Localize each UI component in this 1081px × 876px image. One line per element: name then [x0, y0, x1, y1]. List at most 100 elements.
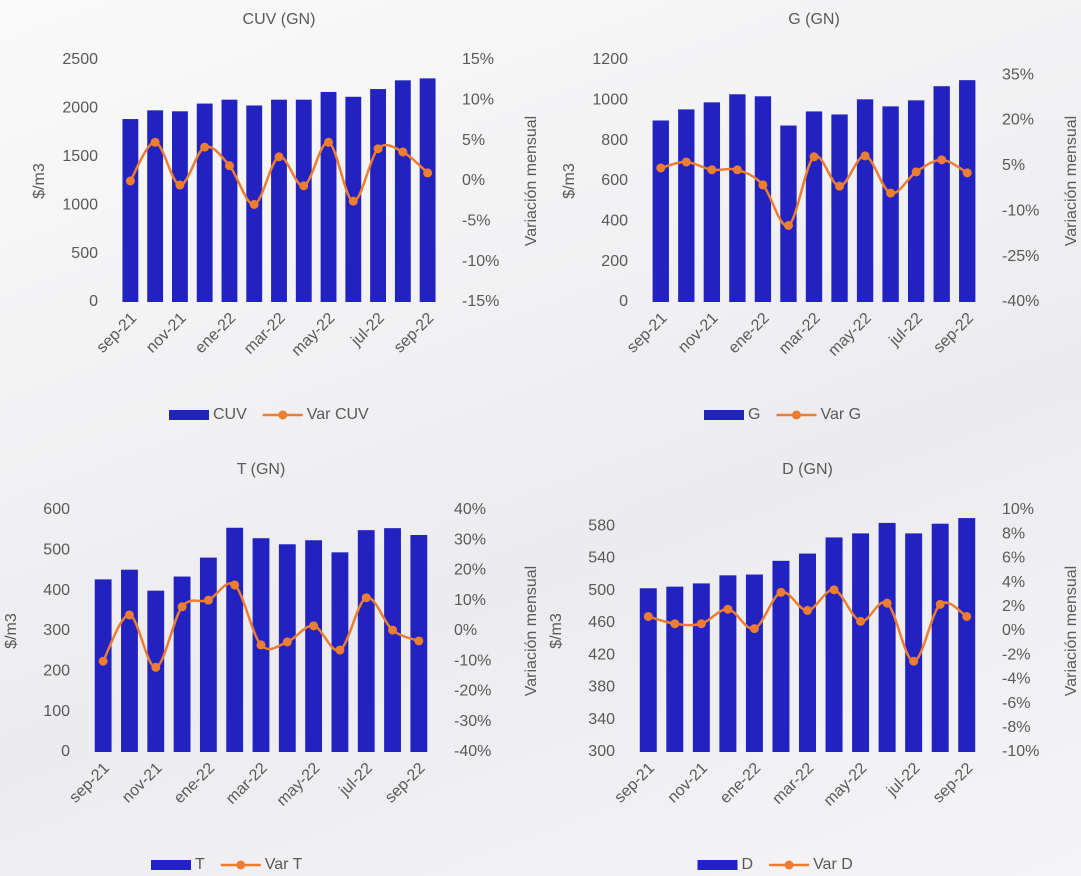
y2-tick-label: 0%	[454, 622, 477, 639]
line-marker	[249, 199, 259, 209]
legend-label: G	[748, 406, 760, 423]
x-tick-label: may-22	[825, 310, 875, 360]
x-tick-label: jul-22	[347, 310, 387, 350]
y2-tick-label: 0%	[462, 172, 485, 189]
line-marker	[361, 593, 371, 603]
bar	[226, 527, 244, 752]
y-tick-label: 1000	[592, 92, 628, 109]
line-marker	[151, 662, 161, 672]
line-marker	[224, 161, 234, 171]
y2-tick-label: -2%	[1002, 646, 1030, 663]
legend-swatch	[791, 410, 801, 420]
legend-label: Var T	[265, 856, 303, 873]
legend-label: D	[742, 856, 754, 873]
line-marker	[200, 142, 210, 152]
y-tick-label: 500	[43, 542, 70, 559]
y-tick-label: 2500	[62, 51, 98, 68]
x-tick-label: nov-21	[675, 310, 722, 357]
line-marker	[829, 585, 839, 595]
x-tick-label: sep-22	[382, 760, 429, 807]
y-tick-label: 2000	[62, 100, 98, 117]
bar	[196, 103, 213, 302]
legend-label: Var D	[813, 856, 853, 873]
line-marker	[937, 155, 947, 165]
legend-swatch	[169, 410, 209, 420]
line-marker	[150, 137, 160, 147]
line-marker	[856, 616, 866, 626]
y2-tick-label: -25%	[1002, 248, 1039, 265]
bar	[199, 557, 217, 752]
line-marker	[309, 621, 319, 631]
bar	[959, 80, 976, 303]
bar	[370, 89, 387, 302]
x-tick-label: ene-22	[725, 310, 772, 357]
bar	[652, 120, 669, 302]
bar	[295, 99, 312, 302]
line-marker	[749, 624, 759, 634]
y2-tick-label: 15%	[462, 51, 494, 68]
x-tick-label: sep-22	[930, 760, 977, 807]
y2-tick-label: -10%	[454, 652, 491, 669]
y-axis-title: $/m3	[548, 613, 565, 649]
bar	[271, 99, 287, 302]
y-tick-label: 460	[588, 614, 615, 631]
line-marker	[860, 151, 870, 161]
line-marker	[962, 168, 972, 178]
x-tick-label: sep-21	[611, 760, 658, 807]
y2-tick-label: 8%	[1002, 525, 1025, 542]
y-tick-label: 580	[588, 517, 615, 534]
line-marker	[696, 619, 706, 629]
line-marker	[414, 636, 424, 646]
line-marker	[125, 176, 135, 186]
bar	[852, 533, 870, 752]
chart-panel: D (GN) 300 340 380 420 460 500 540 580 -10% -8% -6%…	[548, 461, 1080, 873]
bar	[719, 575, 737, 752]
y-tick-label: 200	[601, 253, 628, 270]
line-marker	[98, 656, 108, 666]
y-tick-label: 1200	[592, 51, 628, 68]
x-tick-label: nov-21	[665, 760, 712, 807]
legend-swatch	[697, 860, 738, 870]
line-marker	[758, 180, 768, 190]
y-tick-label: 100	[43, 703, 70, 720]
y2-tick-label: 2%	[1002, 598, 1025, 615]
y2-tick-label: -40%	[1002, 293, 1039, 310]
y-tick-label: 500	[71, 245, 98, 262]
y2-tick-label: -10%	[462, 253, 499, 270]
bar	[122, 119, 139, 302]
bar	[958, 518, 976, 752]
chart-title: CUV (GN)	[243, 11, 316, 28]
y-tick-label: 1500	[62, 148, 98, 165]
y2-axis-title: Variación mensual	[1063, 116, 1080, 246]
chart-panel: CUV (GN) 0 500 1000 1500 2000 2500 -15% -10% -5% 0…	[31, 11, 540, 423]
legend-swatch	[704, 410, 744, 420]
bar	[745, 574, 763, 752]
legend-swatch	[236, 860, 246, 870]
line-marker	[230, 580, 240, 590]
x-tick-label: ene-22	[192, 310, 239, 357]
legend-label: Var G	[820, 406, 861, 423]
y2-axis-title: Variación mensual	[1063, 566, 1080, 696]
line-marker	[423, 168, 433, 178]
y-tick-label: 300	[43, 622, 70, 639]
bar	[825, 537, 843, 752]
line-marker	[670, 619, 680, 629]
y-tick-label: 1000	[62, 196, 98, 213]
bar	[173, 576, 191, 752]
bar	[772, 560, 790, 752]
x-tick-label: sep-22	[930, 310, 977, 357]
bar	[780, 125, 797, 303]
line-marker	[776, 587, 786, 597]
bar	[882, 106, 899, 302]
line-marker	[681, 157, 691, 167]
x-tick-label: mar-22	[241, 310, 289, 358]
bar	[799, 553, 816, 752]
y-tick-label: 540	[588, 550, 615, 567]
y2-tick-label: 30%	[454, 531, 486, 548]
bar	[394, 80, 411, 302]
line-marker	[809, 152, 819, 162]
line-marker	[643, 611, 653, 621]
line-marker	[398, 147, 408, 157]
y2-tick-label: -40%	[454, 743, 491, 760]
